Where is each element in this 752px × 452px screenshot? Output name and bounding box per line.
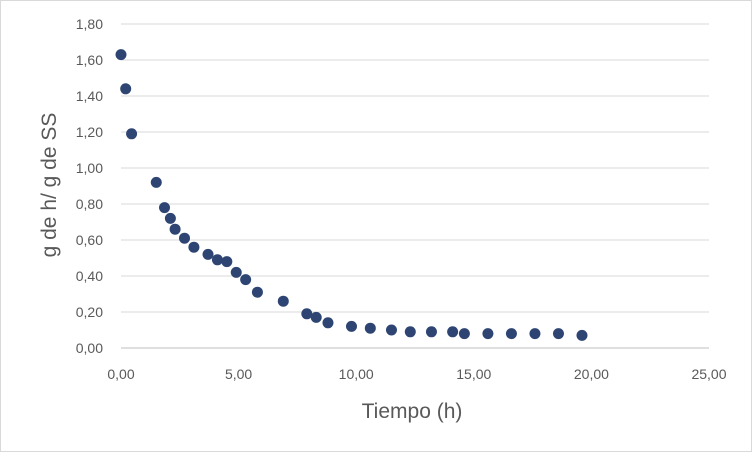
data-point — [120, 83, 132, 95]
y-tick-label: 1,40 — [76, 88, 103, 104]
y-tick-label: 1,80 — [76, 16, 103, 32]
data-point — [458, 328, 470, 340]
data-point — [164, 212, 176, 224]
data-point — [310, 311, 322, 323]
data-point — [221, 256, 233, 268]
x-tick-label: 20,00 — [574, 366, 609, 382]
x-tick-label: 5,00 — [225, 366, 252, 382]
data-point — [230, 266, 242, 278]
data-point — [322, 317, 334, 329]
data-point — [364, 322, 376, 334]
data-point — [404, 326, 416, 338]
data-points — [115, 49, 588, 341]
x-tick-label: 25,00 — [691, 366, 726, 382]
data-point — [447, 326, 459, 338]
x-tick-label: 15,00 — [456, 366, 491, 382]
data-point — [251, 286, 263, 298]
data-point — [277, 295, 289, 307]
data-point — [188, 241, 200, 253]
data-point — [385, 324, 397, 336]
y-tick-labels: 0,00 0,20 0,40 0,60 0,80 1,00 1,20 1,40 1,60 1,80 — [76, 16, 103, 356]
y-axis-title: g de h/ g de SS — [38, 113, 61, 258]
data-point — [301, 308, 313, 320]
data-point — [115, 49, 127, 61]
y-tick-label: 1,00 — [76, 160, 103, 176]
y-tick-label: 0,20 — [76, 304, 103, 320]
y-tick-label: 0,60 — [76, 232, 103, 248]
data-point — [179, 232, 191, 244]
x-tick-label: 10,00 — [339, 366, 374, 382]
x-tick-labels: 0,00 5,00 10,00 15,00 20,00 25,00 — [107, 366, 726, 382]
data-point — [150, 176, 162, 188]
data-point — [482, 328, 494, 340]
data-point — [126, 128, 138, 140]
x-tick-label: 0,00 — [107, 366, 134, 382]
y-tick-label: 0,80 — [76, 196, 103, 212]
data-point — [576, 329, 588, 341]
y-tick-label: 0,00 — [76, 340, 103, 356]
x-axis-title: Tiempo (h) — [362, 400, 463, 423]
data-point — [425, 326, 437, 338]
data-point — [211, 254, 223, 266]
data-point — [505, 328, 517, 340]
data-point — [159, 202, 171, 214]
y-tick-label: 0,40 — [76, 268, 103, 284]
y-tick-label: 1,60 — [76, 52, 103, 68]
data-point — [529, 328, 541, 340]
data-point — [345, 320, 357, 332]
data-point — [202, 248, 214, 260]
data-point — [552, 328, 564, 340]
data-point — [240, 274, 252, 286]
grid-lines — [121, 23, 709, 349]
y-tick-label: 1,20 — [76, 124, 103, 140]
data-point — [169, 223, 181, 235]
